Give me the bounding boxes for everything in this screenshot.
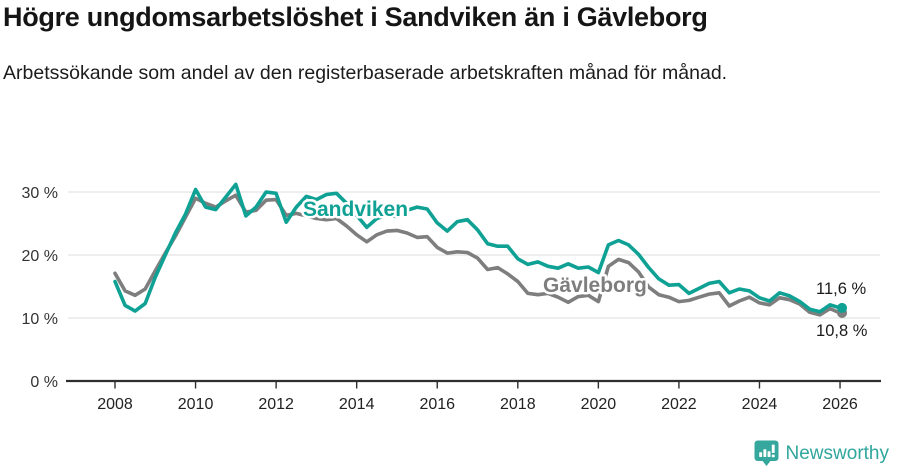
x-axis-label: 2014 [339,396,375,413]
x-axis-label: 2012 [258,396,294,413]
series-line-sandviken [113,182,842,314]
y-axis-label: 20 % [22,248,58,265]
brand-name: Newsworthy [785,442,889,464]
chart-subtitle: Arbetssökande som andel av den registerb… [3,62,728,84]
end-value-sandviken: 11,6 % [816,280,866,298]
x-axis-label: 2016 [419,396,455,413]
x-axis-label: 2020 [581,396,617,413]
chart-title: Högre ungdomsarbetslöshet i Sandviken än… [3,2,708,32]
y-axis-label: 0 % [30,374,58,391]
x-axis-label: 2008 [97,396,133,413]
end-value-gavleborg: 10,8 % [816,322,868,340]
end-dot-sandviken [837,302,848,313]
newsworthy-logo[interactable]: Newsworthy [754,440,889,467]
x-axis-label: 2026 [822,396,858,413]
x-axis-label: 2018 [500,396,536,413]
x-axis-label: 2022 [661,396,697,413]
x-axis-label: 2010 [178,396,214,413]
y-axis-label: 30 % [22,185,58,202]
series-label-gavleborg: Gävleborg [543,274,647,297]
newsworthy-logo-icon [754,440,779,466]
y-axis-label: 10 % [22,311,58,328]
series-line-gavleborg [113,193,842,317]
series-label-sandviken: Sandviken [303,198,408,221]
x-axis-label: 2024 [742,396,778,413]
